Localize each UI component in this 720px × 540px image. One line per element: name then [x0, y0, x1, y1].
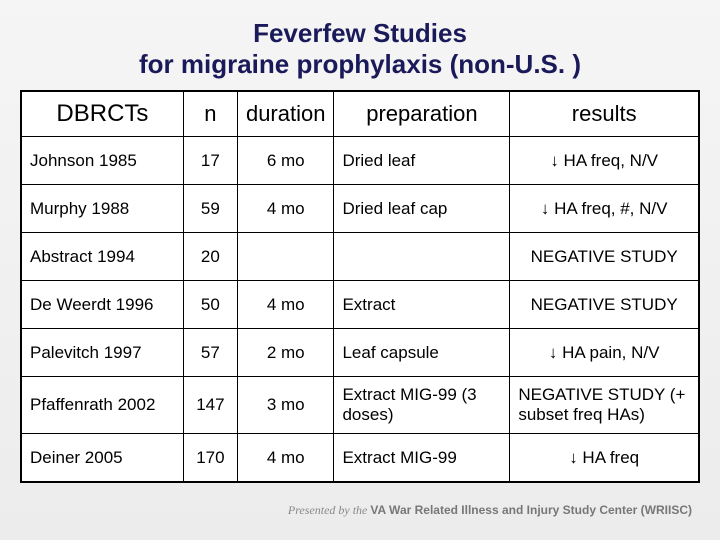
cell-duration: 4 mo: [237, 185, 334, 233]
col-header-n: n: [183, 91, 237, 137]
cell-study: Deiner 2005: [21, 434, 183, 482]
footer-prefix: Presented by the: [288, 503, 371, 517]
cell-preparation: Leaf capsule: [334, 329, 510, 377]
cell-preparation: Dried leaf cap: [334, 185, 510, 233]
table-row: Murphy 1988594 moDried leaf cap↓ HA freq…: [21, 185, 699, 233]
cell-preparation: [334, 233, 510, 281]
cell-preparation: Extract MIG-99 (3 doses): [334, 377, 510, 434]
cell-results: ↓ HA freq, N/V: [510, 137, 699, 185]
cell-study: Murphy 1988: [21, 185, 183, 233]
cell-results: ↓ HA freq, #, N/V: [510, 185, 699, 233]
table-body: Johnson 1985176 moDried leaf↓ HA freq, N…: [21, 137, 699, 482]
title-line-2: for migraine prophylaxis (non-U.S. ): [139, 49, 581, 79]
cell-study: Pfaffenrath 2002: [21, 377, 183, 434]
cell-duration: 3 mo: [237, 377, 334, 434]
cell-preparation: Dried leaf: [334, 137, 510, 185]
cell-results: ↓ HA pain, N/V: [510, 329, 699, 377]
table-header-row: DBRCTs n duration preparation results: [21, 91, 699, 137]
cell-duration: [237, 233, 334, 281]
cell-duration: 2 mo: [237, 329, 334, 377]
cell-n: 50: [183, 281, 237, 329]
table-row: De Weerdt 1996504 moExtractNEGATIVE STUD…: [21, 281, 699, 329]
cell-n: 20: [183, 233, 237, 281]
col-header-preparation: preparation: [334, 91, 510, 137]
cell-preparation: Extract: [334, 281, 510, 329]
cell-study: Palevitch 1997: [21, 329, 183, 377]
cell-duration: 4 mo: [237, 434, 334, 482]
cell-duration: 6 mo: [237, 137, 334, 185]
cell-study: De Weerdt 1996: [21, 281, 183, 329]
footer-credit: Presented by the VA War Related Illness …: [288, 503, 692, 518]
studies-table: DBRCTs n duration preparation results Jo…: [20, 90, 700, 483]
cell-study: Abstract 1994: [21, 233, 183, 281]
table-row: Johnson 1985176 moDried leaf↓ HA freq, N…: [21, 137, 699, 185]
cell-n: 147: [183, 377, 237, 434]
cell-n: 57: [183, 329, 237, 377]
studies-table-wrap: DBRCTs n duration preparation results Jo…: [0, 90, 720, 483]
cell-results: NEGATIVE STUDY (+ subset freq HAs): [510, 377, 699, 434]
cell-preparation: Extract MIG-99: [334, 434, 510, 482]
table-row: Palevitch 1997572 moLeaf capsule↓ HA pai…: [21, 329, 699, 377]
slide-title: Feverfew Studies for migraine prophylaxi…: [0, 0, 720, 90]
table-row: Pfaffenrath 20021473 moExtract MIG-99 (3…: [21, 377, 699, 434]
footer-org: VA War Related Illness and Injury Study …: [370, 503, 692, 517]
table-row: Deiner 20051704 moExtract MIG-99↓ HA fre…: [21, 434, 699, 482]
cell-n: 170: [183, 434, 237, 482]
cell-results: ↓ HA freq: [510, 434, 699, 482]
cell-results: NEGATIVE STUDY: [510, 281, 699, 329]
col-header-results: results: [510, 91, 699, 137]
title-line-1: Feverfew Studies: [253, 18, 467, 48]
cell-n: 17: [183, 137, 237, 185]
cell-duration: 4 mo: [237, 281, 334, 329]
col-header-duration: duration: [237, 91, 334, 137]
cell-study: Johnson 1985: [21, 137, 183, 185]
cell-n: 59: [183, 185, 237, 233]
cell-results: NEGATIVE STUDY: [510, 233, 699, 281]
table-row: Abstract 199420 NEGATIVE STUDY: [21, 233, 699, 281]
col-header-study: DBRCTs: [21, 91, 183, 137]
